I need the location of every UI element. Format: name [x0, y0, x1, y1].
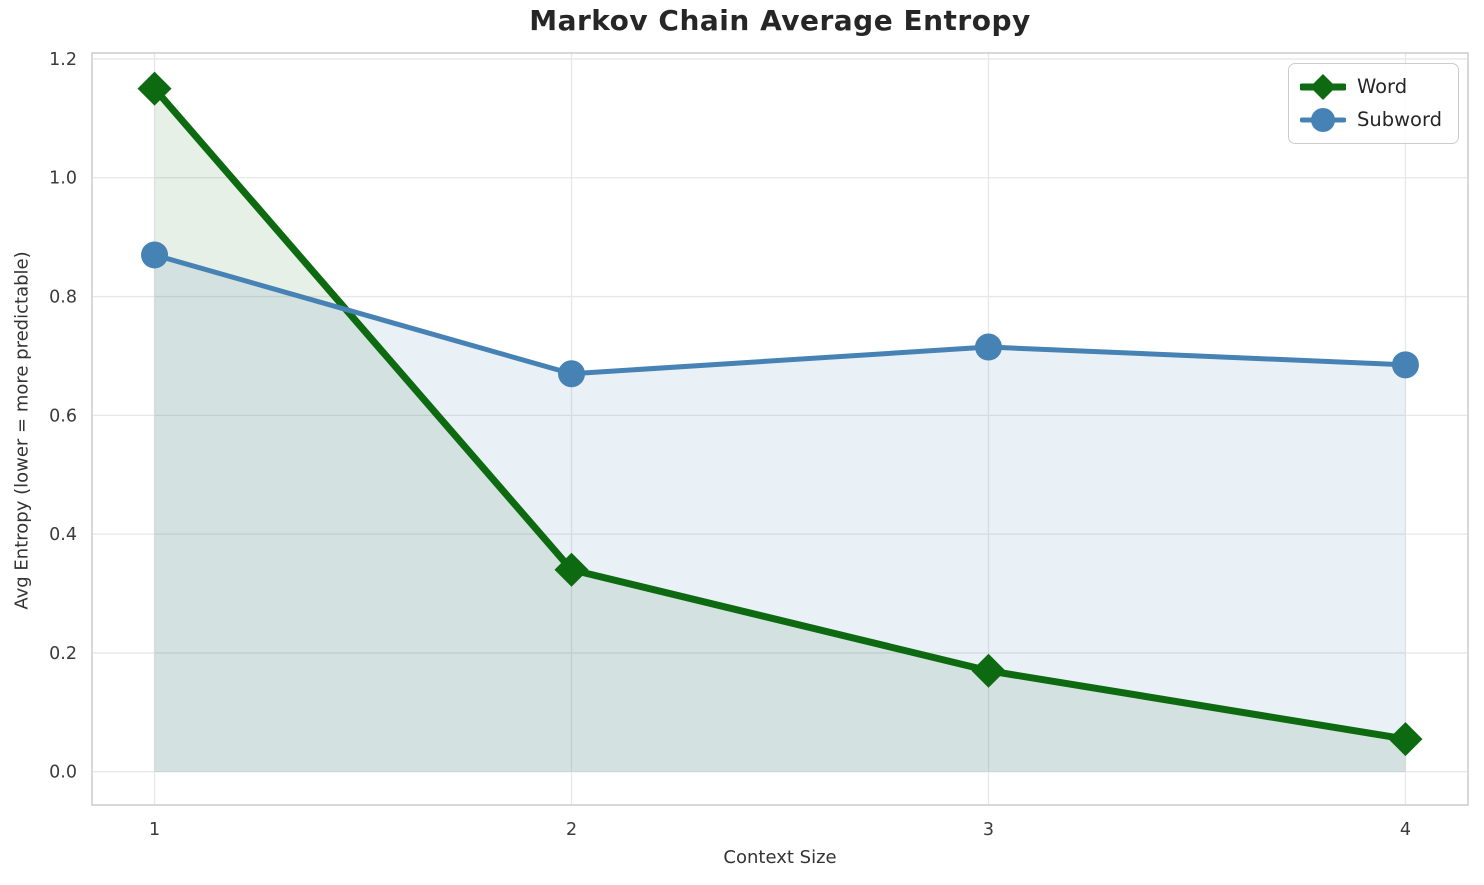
data-point-word: [971, 653, 1006, 688]
y-tick-label: 0.8: [49, 288, 77, 308]
y-axis-label: Avg Entropy (lower = more predictable): [11, 251, 33, 610]
x-tick-label: 2: [566, 820, 577, 840]
legend-label-word: Word: [1356, 75, 1408, 98]
legend: Word Subword: [1287, 63, 1459, 144]
y-tick-label: 0.4: [49, 525, 77, 545]
legend-label-subword: Subword: [1356, 108, 1442, 131]
line-word: [151, 85, 1409, 743]
data-point-subword: [974, 333, 1002, 361]
y-tick-label: 1.0: [49, 169, 77, 189]
data-point-subword: [558, 360, 586, 388]
y-tick-label: 0.2: [49, 644, 77, 664]
legend-item-word: Word: [1299, 73, 1442, 101]
y-tick-label: 0.6: [49, 406, 77, 426]
subword-circle-marker-icon: [1299, 108, 1346, 132]
line-subword: [152, 252, 1408, 377]
data-point-subword: [1391, 351, 1419, 379]
area-fill-word: [154, 88, 1406, 772]
chart-title: Markov Chain Average Entropy: [529, 4, 1031, 37]
legend-item-subword: Subword: [1299, 106, 1442, 134]
x-tick-label: 4: [1400, 820, 1411, 840]
plot-border: [91, 52, 1469, 806]
data-point-word: [554, 552, 589, 587]
x-tick-label: 3: [983, 820, 994, 840]
data-point-word: [1388, 722, 1423, 757]
x-tick-label: 1: [149, 820, 160, 840]
x-axis-label: Context Size: [723, 847, 837, 868]
data-point-word: [137, 71, 172, 106]
y-tick-label: 0.0: [49, 763, 77, 783]
word-diamond-marker-icon: [1299, 74, 1346, 100]
data-point-subword: [141, 241, 169, 269]
y-tick-label: 1.2: [49, 50, 77, 70]
area-fill-subword: [154, 254, 1406, 772]
